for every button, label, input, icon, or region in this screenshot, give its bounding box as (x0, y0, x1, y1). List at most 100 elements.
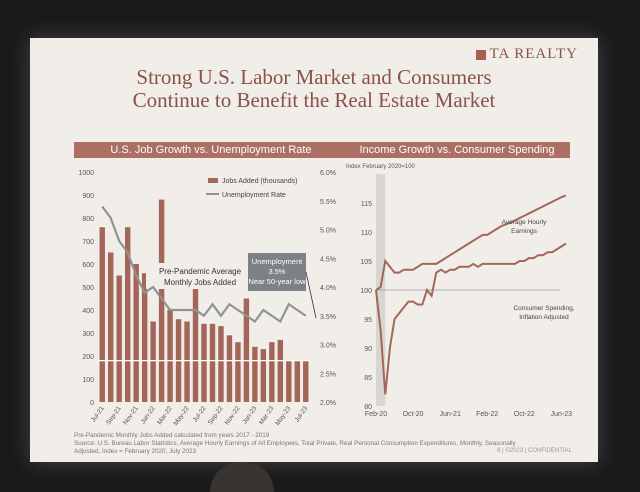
right-y-tick-label: 115 (361, 201, 372, 208)
spending-line (375, 242, 567, 395)
job-bar (286, 360, 292, 402)
right-y-tick-label: 5.0% (320, 228, 336, 235)
job-bar (158, 199, 165, 402)
x-tick-label: Jul-23 (294, 405, 310, 424)
earnings-label-line-2: Earnings (511, 228, 537, 235)
right-y-tick-label: 110 (361, 230, 372, 237)
right-y-tick-label: 85 (364, 375, 372, 382)
job-bar (184, 321, 190, 402)
x-tick-label: Jun-23 (551, 411, 573, 418)
x-tick-label: Oct-20 (403, 411, 424, 418)
job-bar (150, 321, 156, 402)
right-y-tick-label: 3.5% (320, 314, 336, 321)
job-bar (252, 346, 258, 402)
job-bar (124, 227, 131, 402)
x-tick-label: Sep-21 (105, 405, 123, 426)
spending-label-line-1: Consumer Spending, (513, 305, 574, 312)
right-y-tick-label: 3.0% (320, 343, 336, 350)
left-y-tick-label: 400 (82, 308, 94, 315)
x-tick-label: Jan-23 (241, 405, 258, 426)
left-y-tick-label: 100 (82, 377, 94, 384)
job-bar (218, 326, 224, 402)
job-bar (108, 252, 114, 402)
left-y-tick-label: 500 (82, 285, 94, 292)
x-tick-label: Jan-22 (140, 405, 157, 426)
average-label-line-1: Pre-Pandemic Average (159, 267, 242, 276)
job-bar (243, 298, 250, 402)
x-tick-label: Mar-22 (156, 405, 174, 426)
unemployment-line (101, 205, 307, 324)
footnote-line-3: Adjusted, Index = February 2020, July 20… (74, 448, 196, 455)
job-bar (269, 342, 275, 402)
title-line-1: Strong U.S. Labor Market and Consumers (136, 65, 492, 89)
brand-logo: TA REALTY (475, 46, 579, 63)
income-spending-chart: Index February 2020=100 80 85 90 95 100 105 110… (346, 164, 574, 418)
footnote-line-1: Pre-Pandemic Monthly Jobs Added calculat… (74, 432, 270, 439)
callout-box (248, 253, 306, 291)
job-bar (235, 342, 241, 402)
average-label-box (146, 263, 254, 289)
right-y-tick-label: 105 (360, 259, 372, 266)
brand-name: TA REALTY (489, 46, 578, 62)
title-line-2: Continue to Benefit the Real Estate Mark… (132, 88, 496, 112)
right-y-tick-label: 95 (364, 317, 372, 324)
left-y-tick-label: 900 (82, 193, 94, 200)
job-bar (167, 310, 173, 402)
left-y-tick-label: 1000 (78, 170, 94, 177)
legend-bar-label: Jobs Added (thousands) (222, 178, 298, 185)
left-y-tick-label: 0 (90, 400, 94, 407)
job-bar (260, 349, 267, 402)
left-chart-header: U.S. Job Growth vs. Unemployment Rate (74, 142, 348, 158)
spending-label-line-2: Inflation Adjusted (519, 314, 569, 321)
x-tick-label: Jul-22 (192, 405, 208, 424)
callout-line-1: Unemployment (252, 257, 303, 266)
footnote: Pre-Pandemic Monthly Jobs Added calculat… (74, 432, 574, 456)
job-bar (201, 323, 207, 402)
callout-pointer (305, 271, 317, 319)
left-y-tick-label: 200 (82, 354, 94, 361)
x-tick-label: Nov-22 (224, 405, 242, 426)
callout-line-2: 3.5% (268, 267, 285, 276)
earnings-label-line-1: Average Hourly (502, 219, 547, 226)
x-tick-label: Feb-20 (365, 411, 387, 418)
job-bar (303, 360, 309, 402)
left-y-tick-label: 700 (82, 239, 94, 246)
left-y-tick-label: 600 (82, 262, 94, 269)
job-bar (277, 339, 284, 402)
x-tick-label: Jul-21 (90, 405, 106, 424)
page-footer: 8 | ©2023 | CONFIDENTIAL (497, 448, 572, 454)
callout-line-3: Near 50-year low (248, 277, 306, 286)
x-tick-label: Jun-21 (439, 411, 461, 418)
earnings-line (375, 194, 567, 291)
right-y-tick-label: 2.5% (320, 371, 336, 378)
right-y-tick-label: 6.0% (320, 170, 336, 177)
footnote-line-2: Source: U.S. Bureau Labor Statistics, Av… (74, 440, 516, 447)
audience-head (210, 462, 274, 492)
job-bar (209, 323, 216, 402)
slide-title: Strong U.S. Labor Market and Consumers C… (54, 66, 574, 112)
x-tick-label: Mar-23 (258, 405, 276, 426)
right-y-tick-label: 4.0% (320, 285, 336, 292)
x-tick-label: Sep-22 (207, 405, 225, 426)
x-tick-label: Oct-22 (514, 411, 535, 418)
job-bar (133, 264, 139, 402)
left-y-tick-label: 800 (82, 216, 94, 223)
job-bar (192, 275, 199, 402)
job-bar (116, 275, 122, 402)
x-tick-label: Feb-22 (476, 411, 498, 418)
average-label-line-2: Monthly Jobs Added (164, 278, 236, 287)
left-y-tick-label: 300 (82, 331, 94, 338)
legend-line-label: Unemployment Rate (222, 192, 286, 199)
right-chart-subtitle: Index February 2020=100 (346, 164, 416, 170)
x-tick-label: May-22 (173, 405, 191, 426)
job-bar (99, 227, 105, 402)
legend-bar-swatch (208, 178, 218, 183)
right-y-tick-label: 2.0% (320, 400, 336, 407)
job-growth-chart: 0 100 200 300 400 500 600 700 800 900 1000 2.0% 2.5%… (78, 170, 336, 426)
presentation-slide: TA REALTY Strong U.S. Labor Market and C… (30, 38, 598, 462)
right-y-tick-label: 5.5% (320, 199, 336, 206)
right-y-tick-label: 4.5% (320, 256, 336, 263)
x-tick-label: May-23 (274, 405, 292, 426)
right-chart-header: Income Growth vs. Consumer Spending (344, 142, 570, 158)
right-y-tick-label: 100 (360, 288, 372, 295)
